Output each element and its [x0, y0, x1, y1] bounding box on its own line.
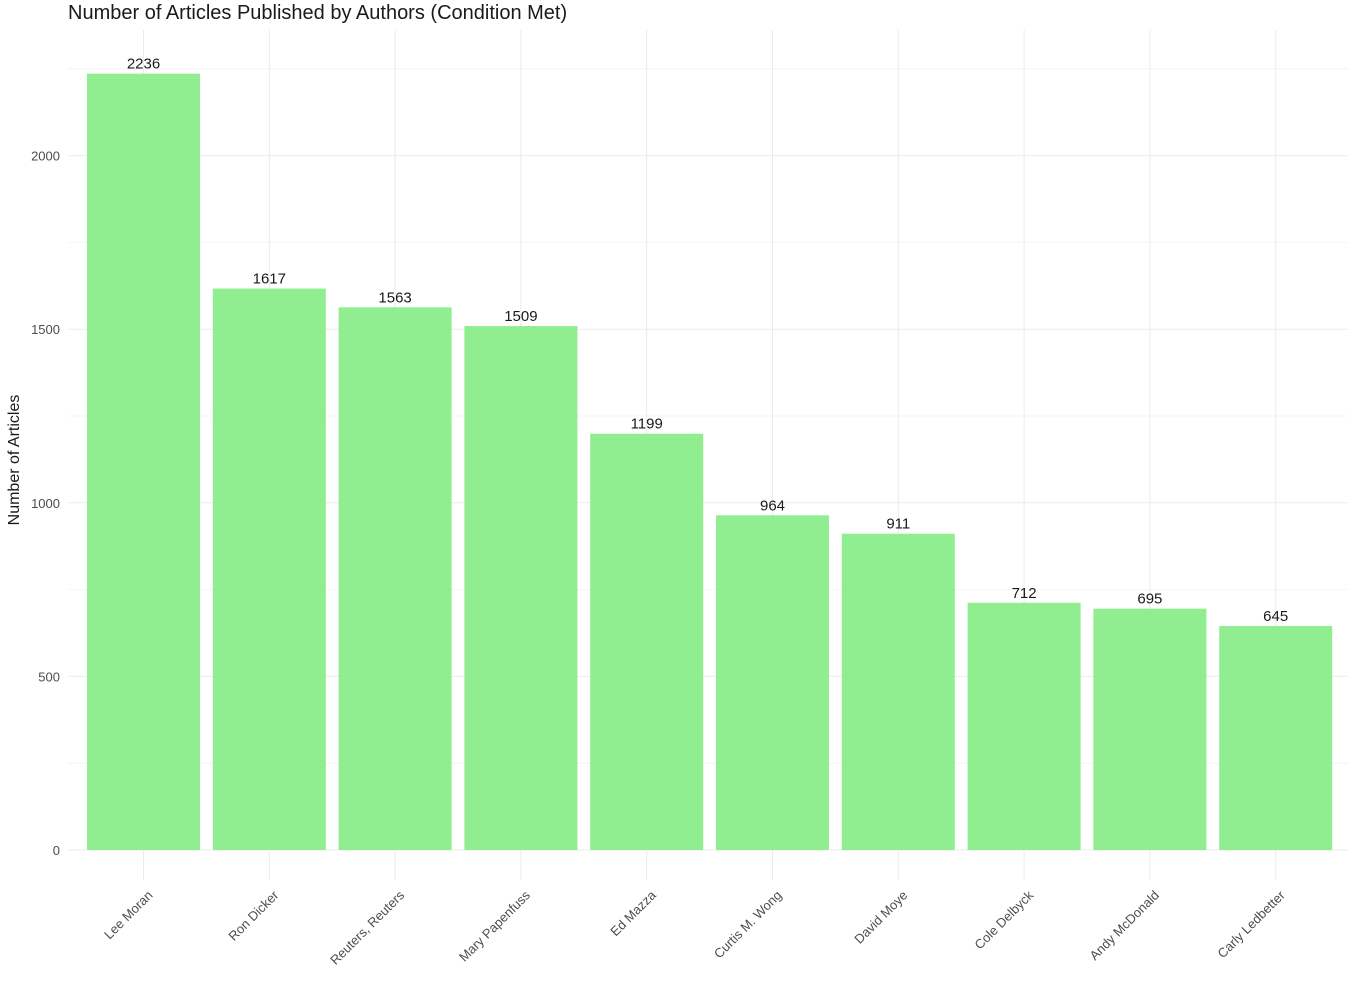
- bar: [87, 73, 200, 851]
- x-tick-label: Cole Delbyck: [971, 887, 1036, 952]
- x-tick-label: Curtis M. Wong: [711, 888, 785, 962]
- bar: [338, 307, 452, 850]
- bars: [87, 73, 1333, 851]
- y-tick-label: 2000: [31, 149, 60, 164]
- x-tick-label: Lee Moran: [101, 888, 156, 943]
- data-label: 1509: [504, 308, 537, 325]
- y-tick-label: 500: [38, 669, 60, 684]
- data-label: 2236: [127, 56, 160, 73]
- y-tick-label: 0: [53, 843, 60, 858]
- data-label: 712: [1012, 585, 1037, 602]
- x-axis-ticks: Lee Moran Ron Dicker Reuters, Reuters Mary …: [101, 887, 1288, 968]
- bar: [212, 288, 326, 850]
- data-label: 1199: [631, 416, 663, 433]
- x-tick-label: David Moye: [851, 888, 910, 947]
- data-label: 1563: [378, 289, 411, 306]
- bar: [590, 433, 704, 850]
- x-tick-label: Andy McDonald: [1087, 888, 1163, 964]
- x-tick-label: Ed Mazza: [607, 887, 659, 939]
- bar: [967, 602, 1081, 850]
- data-label: 645: [1263, 608, 1288, 625]
- data-labels: 2236 1617 1563 1509 1199 964 911 712 695 645: [127, 56, 1288, 625]
- bar: [464, 326, 578, 850]
- bar: [1219, 626, 1333, 850]
- y-tick-label: 1000: [31, 496, 60, 511]
- chart-title: Number of Articles Published by Authors …: [68, 2, 568, 24]
- y-axis-ticks: 0 500 1000 1500 2000: [31, 149, 60, 858]
- data-label: 964: [760, 497, 785, 514]
- x-tick-label: Mary Papenfuss: [456, 887, 533, 964]
- data-label: 911: [886, 516, 910, 533]
- data-label: 1617: [253, 271, 286, 288]
- bar: [841, 533, 955, 850]
- data-label: 695: [1137, 591, 1162, 608]
- x-tick-label: Carly Ledbetter: [1214, 887, 1288, 961]
- y-tick-label: 1500: [31, 322, 60, 337]
- bar: [1093, 608, 1207, 850]
- x-tick-label: Ron Dicker: [225, 887, 282, 944]
- x-tick-label: Reuters, Reuters: [327, 887, 407, 967]
- bar: [716, 515, 829, 850]
